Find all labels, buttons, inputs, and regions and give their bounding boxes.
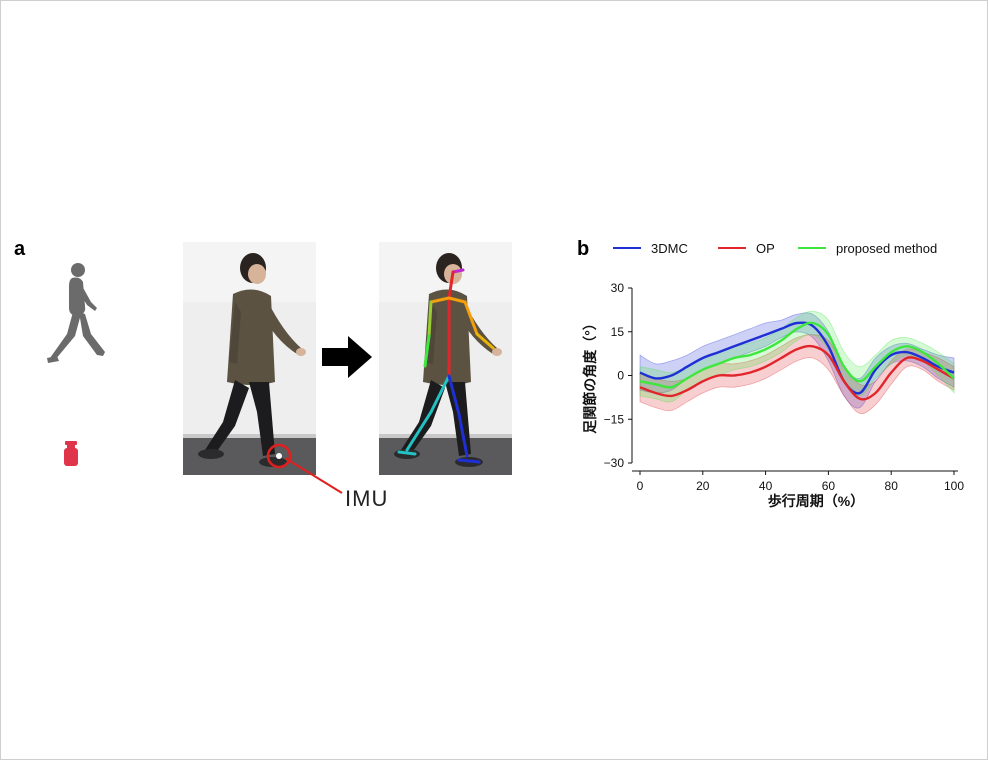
y-tick-label: 30 — [611, 281, 625, 295]
y-tick-label: −30 — [604, 456, 625, 470]
legend-label-op: OP — [756, 240, 775, 256]
legend-item-3dmc: 3DMC — [613, 238, 688, 258]
x-tick-label: 40 — [759, 479, 773, 493]
walking-person-icon — [47, 263, 105, 363]
panel-label-b: b — [577, 238, 590, 260]
band-3dmc — [639, 312, 955, 409]
x-tick-label: 80 — [885, 479, 899, 493]
y-tick-label: 15 — [611, 325, 625, 339]
y-axis-label: 足関節の角度（°） — [582, 316, 598, 434]
chart-legend: 3DMC OP proposed method — [613, 238, 973, 258]
panel-label-a: a — [14, 238, 26, 260]
legend-item-op: OP — [718, 238, 775, 258]
legend-item-proposed: proposed method — [798, 238, 937, 258]
pose-estimation-photo — [379, 242, 512, 475]
imu-sensor-icon — [64, 441, 78, 466]
x-tick-label: 0 — [637, 479, 644, 493]
x-tick-label: 100 — [944, 479, 964, 493]
right-arrow-icon — [322, 336, 372, 378]
x-axis-label: 歩行周期（%） — [768, 493, 864, 509]
series-line-proposed-method — [639, 321, 955, 389]
y-tick-label: −15 — [604, 412, 625, 426]
legend-label-proposed: proposed method — [836, 240, 938, 256]
series-line-op — [639, 344, 955, 401]
ankle-angle-chart: −30 −15 0 15 30 0 20 40 60 80 100 歩行周期（%） 足関節の角度（°… — [582, 281, 964, 509]
x-tick-label: 20 — [696, 479, 710, 493]
walking-photo-with-imu — [183, 242, 316, 475]
imu-leader-line — [284, 457, 343, 494]
series-line-3dmc — [639, 321, 955, 395]
y-tick-label: 0 — [617, 369, 624, 383]
legend-swatch-3dmc — [613, 247, 641, 249]
legend-label-3dmc: 3DMC — [651, 240, 688, 256]
x-tick-label: 60 — [822, 479, 836, 493]
legend-swatch-proposed — [798, 247, 826, 249]
imu-label: IMU — [345, 486, 389, 511]
legend-swatch-op — [718, 247, 746, 249]
